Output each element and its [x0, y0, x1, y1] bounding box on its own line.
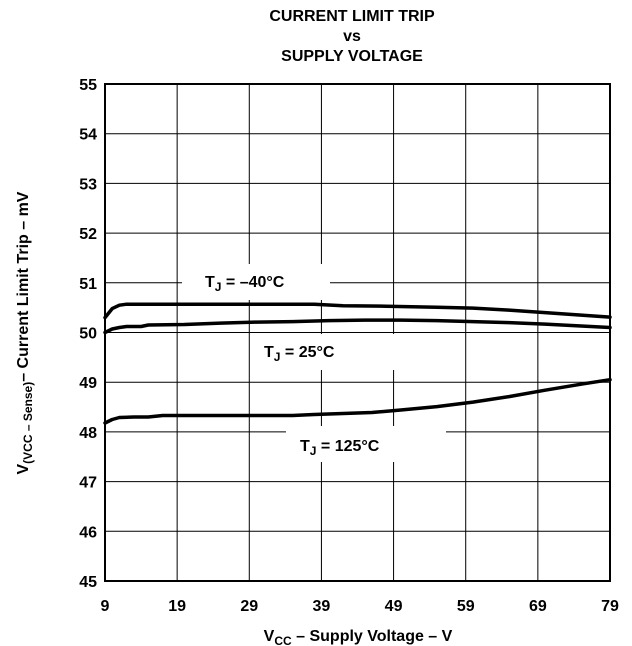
grid [105, 84, 610, 581]
x-axis-label: VCC – Supply Voltage – V [264, 628, 453, 646]
y-tick-label: 51 [79, 276, 97, 293]
x-tick-label: 59 [457, 598, 475, 615]
x-tick-label: 69 [529, 598, 547, 615]
title-line-2: vs [343, 28, 361, 45]
series-label-minus40: TJ = –40°C [182, 264, 330, 300]
y-tick-label: 45 [79, 574, 97, 591]
x-tick-label: 29 [240, 598, 258, 615]
x-tick-label: 9 [101, 598, 110, 615]
series-line-2 [103, 377, 612, 425]
series-lines [103, 302, 612, 425]
y-tick-label: 55 [79, 77, 97, 94]
y-tick-label: 50 [79, 326, 97, 343]
series-label-text: TJ = 125°C [300, 438, 380, 458]
y-tick-label: 48 [79, 425, 97, 442]
y-tick-label: 46 [79, 524, 97, 541]
y-tick-label: 49 [79, 375, 97, 392]
y-tick-label: 54 [79, 127, 97, 144]
series-label-background [254, 334, 398, 370]
chart-title: CURRENT LIMIT TRIP vs SUPPLY VOLTAGE [269, 8, 435, 65]
series-label-background [286, 426, 446, 462]
x-tick-label: 19 [168, 598, 186, 615]
plot-frame [104, 83, 611, 582]
series-label-text: TJ = 25°C [264, 344, 335, 364]
y-tick-label: 53 [79, 176, 97, 193]
x-tick-label: 49 [385, 598, 403, 615]
series-label-125: TJ = 125°C [286, 426, 446, 462]
series-line-0 [103, 302, 612, 320]
x-tick-label: 79 [601, 598, 619, 615]
series-line-1 [103, 318, 612, 335]
x-tick-labels: 9 19 29 39 49 59 69 79 [101, 598, 619, 615]
title-line-1: CURRENT LIMIT TRIP [269, 8, 435, 25]
y-axis-label: V(VCC – Sense)– Current Limit Trip – mV [15, 191, 35, 474]
x-tick-label: 39 [313, 598, 331, 615]
title-line-3: SUPPLY VOLTAGE [281, 48, 423, 65]
y-tick-label: 52 [79, 226, 97, 243]
series-label-25: TJ = 25°C [254, 334, 398, 370]
y-tick-labels: 45 46 47 48 49 50 51 52 53 54 55 [79, 77, 97, 591]
y-tick-label: 47 [79, 475, 97, 492]
series-label-background [182, 264, 330, 300]
series-label-text: TJ = –40°C [205, 274, 285, 294]
